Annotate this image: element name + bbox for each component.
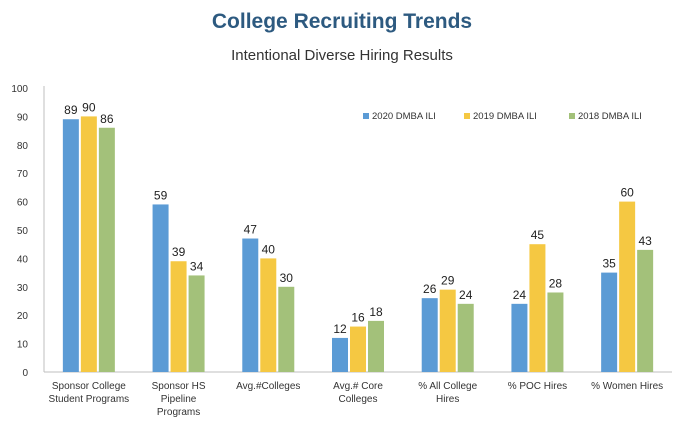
bar <box>98 127 115 372</box>
y-tick-label: 90 <box>17 112 29 123</box>
data-label: 59 <box>154 188 168 202</box>
bar <box>188 275 205 372</box>
bar <box>619 201 636 372</box>
x-tick-label: Sponsor College <box>52 381 126 392</box>
legend-label: 2020 DMBA ILI <box>372 111 436 122</box>
y-tick-label: 10 <box>17 340 29 351</box>
legend-swatch <box>363 113 369 119</box>
legend-label: 2019 DMBA ILI <box>473 111 537 122</box>
legend-label: 2018 DMBA ILI <box>578 111 642 122</box>
bar <box>547 292 564 372</box>
bar <box>601 272 618 372</box>
x-tick-label: Pipeline <box>161 394 197 405</box>
data-label: 35 <box>602 257 616 271</box>
bar <box>368 320 384 372</box>
data-label: 47 <box>244 223 258 237</box>
data-label: 39 <box>172 245 186 259</box>
bar <box>80 116 97 373</box>
legend-swatch <box>569 113 575 119</box>
y-tick-label: 30 <box>17 283 29 294</box>
bar <box>170 261 187 372</box>
data-label: 43 <box>638 234 652 248</box>
bar <box>511 303 528 372</box>
bar <box>529 244 546 372</box>
legend-swatch <box>464 113 470 119</box>
y-tick-label: 0 <box>22 368 28 379</box>
bar <box>260 258 277 372</box>
y-tick-label: 70 <box>17 169 29 180</box>
bar <box>242 238 259 372</box>
y-tick-label: 40 <box>17 254 29 265</box>
bar <box>62 119 79 373</box>
data-label: 40 <box>262 242 276 256</box>
y-tick-label: 100 <box>11 84 28 95</box>
data-label: 16 <box>351 311 365 325</box>
data-label: 86 <box>100 112 114 126</box>
data-label: 26 <box>423 282 437 296</box>
y-tick-label: 60 <box>17 198 29 209</box>
bar <box>637 249 654 372</box>
bar <box>350 326 366 372</box>
x-tick-label: % Women Hires <box>591 381 663 392</box>
bar <box>421 298 438 372</box>
data-label: 18 <box>369 305 383 319</box>
y-tick-label: 80 <box>17 141 29 152</box>
x-tick-label: Sponsor HS <box>152 381 206 392</box>
data-label: 60 <box>620 186 634 200</box>
data-label: 45 <box>531 228 545 242</box>
bar <box>278 286 295 372</box>
bar <box>152 204 169 372</box>
data-label: 29 <box>441 274 455 288</box>
data-label: 24 <box>459 288 473 302</box>
bar <box>332 337 348 372</box>
data-label: 34 <box>190 259 204 273</box>
chart-title: College Recruiting Trends <box>211 10 473 33</box>
data-label: 28 <box>549 276 563 290</box>
data-label: 12 <box>333 322 347 336</box>
data-label: 89 <box>64 103 78 117</box>
y-tick-label: 20 <box>17 311 29 322</box>
x-tick-label: Avg.# Core <box>333 381 383 392</box>
y-tick-label: 50 <box>17 226 29 237</box>
data-label: 30 <box>280 271 294 285</box>
data-label: 24 <box>513 288 527 302</box>
bar <box>457 303 474 372</box>
x-tick-label: % POC Hires <box>508 381 567 392</box>
bar <box>439 289 456 372</box>
x-tick-label: Student Programs <box>49 394 130 405</box>
x-tick-label: Programs <box>157 407 200 418</box>
x-tick-label: % All College <box>418 381 477 392</box>
x-tick-label: Avg.#Colleges <box>236 381 300 392</box>
x-tick-label: Hires <box>436 394 459 405</box>
data-label: 90 <box>82 100 96 114</box>
x-tick-label: Colleges <box>339 394 378 405</box>
chart-subtitle: Intentional Diverse Hiring Results <box>231 47 453 64</box>
